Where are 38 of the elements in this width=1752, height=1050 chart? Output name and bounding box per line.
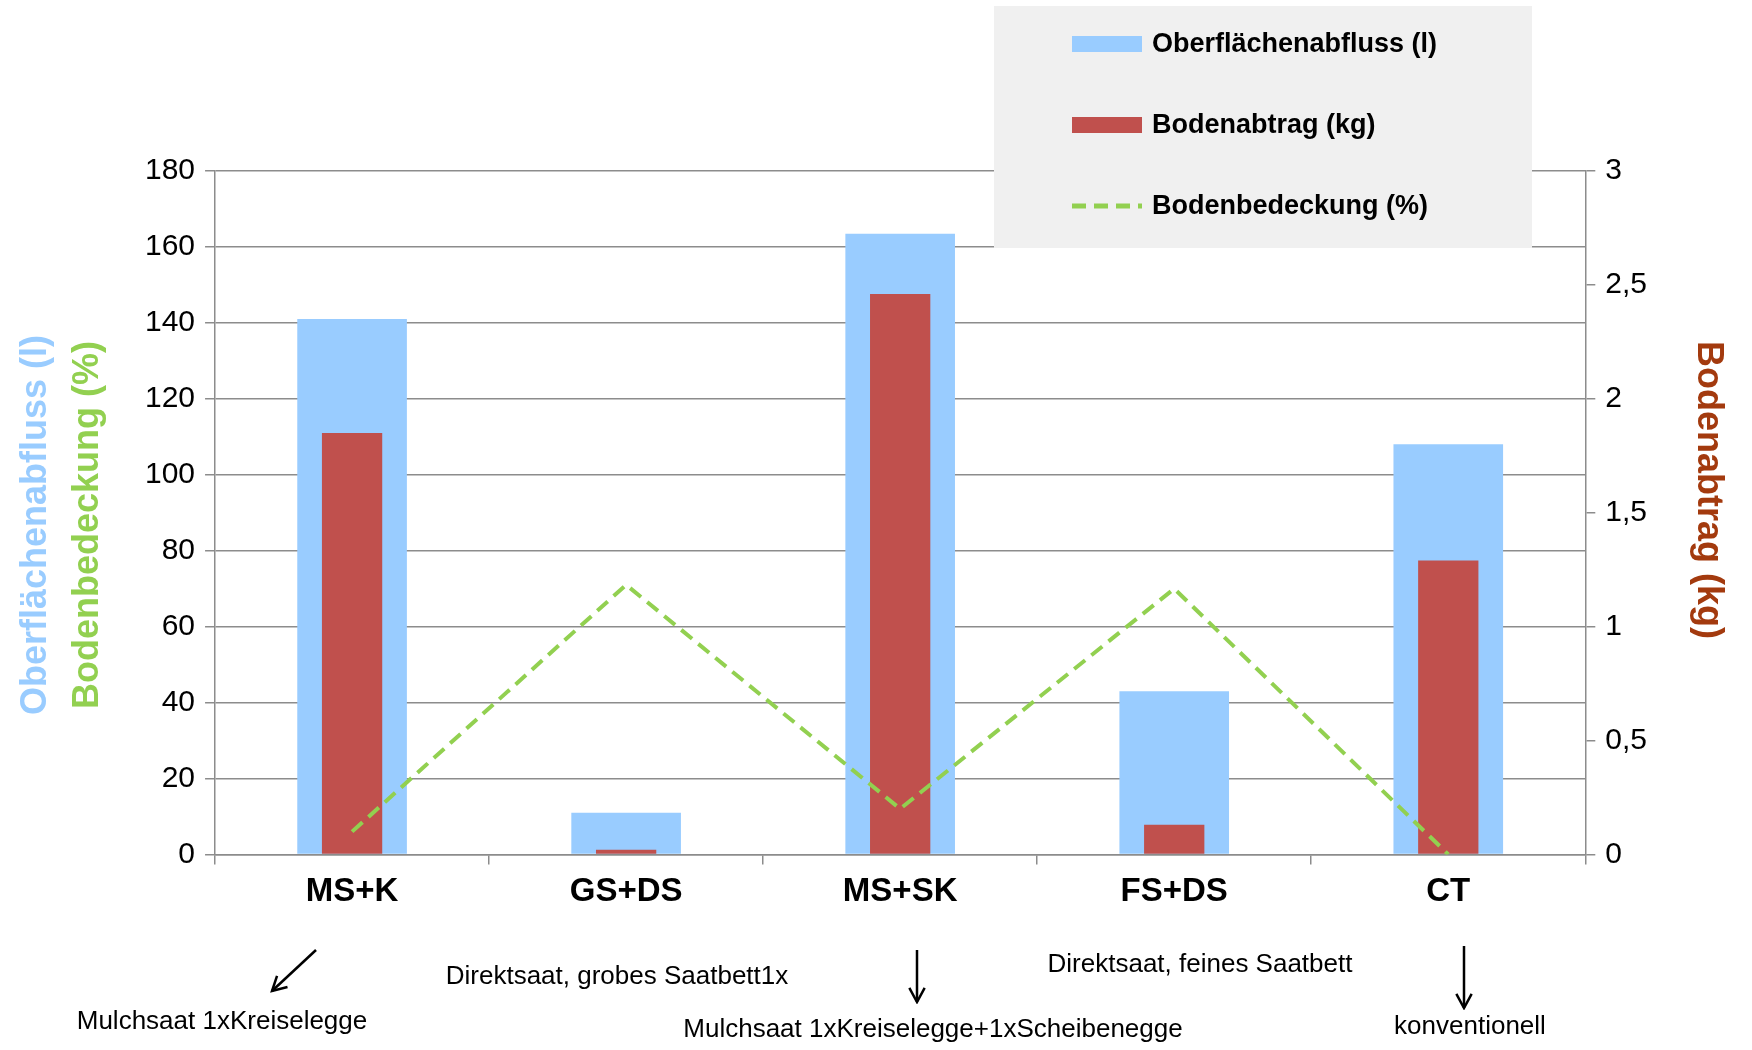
legend-label: Oberflächenabfluss (l) xyxy=(1152,28,1438,59)
bar xyxy=(571,812,681,854)
y2-tick-label: 1,5 xyxy=(1605,493,1648,527)
y2-tick-label: 1 xyxy=(1605,607,1622,641)
text: konventionell xyxy=(1394,1010,1546,1041)
y2-tick-label: 2 xyxy=(1605,380,1622,414)
y-tick-label: 140 xyxy=(144,304,196,338)
text: Mulchsaat 1xKreiselegge+1xScheibenegge xyxy=(683,1013,1183,1044)
text: Direktsaat, grobes Saatbett1x xyxy=(445,960,789,991)
y-tick-label: 80 xyxy=(161,531,196,565)
line-series xyxy=(350,582,1451,855)
x-tick-label: MS+K xyxy=(305,871,399,909)
y-tick-label: 20 xyxy=(161,759,196,793)
x-tick-label: MS+SK xyxy=(842,871,958,909)
y-tick-label: 100 xyxy=(144,456,196,489)
y-tick-label: 180 xyxy=(144,152,196,186)
bar xyxy=(1418,560,1479,854)
bar xyxy=(1119,691,1230,854)
y2-tick-label: 0 xyxy=(1605,835,1622,869)
y-tick-label: 40 xyxy=(161,683,196,717)
text: Mulchsaat 1xKreiselegge xyxy=(76,1005,368,1036)
x-tick-label: CT xyxy=(1426,871,1471,909)
y-tick-label: 160 xyxy=(144,228,196,262)
y-tick-label: 60 xyxy=(161,607,196,641)
y2-axis-title: Bodenabtrag (kg) xyxy=(1689,340,1731,640)
y-tick-label: 120 xyxy=(144,380,196,414)
y2-tick-label: 2,5 xyxy=(1605,266,1648,300)
y2-tick-label: 3 xyxy=(1605,152,1622,186)
y2-tick-label: 0,5 xyxy=(1605,721,1648,755)
text: Direktsaat, feines Saatbett xyxy=(1047,948,1353,979)
legend-label: Bodenbedeckung (%) xyxy=(1152,190,1429,221)
y-axis-title: Oberflächenabfluss (l) Bodenbedeckung (%) xyxy=(12,334,107,716)
x-tick-label: FS+DS xyxy=(1120,871,1228,909)
y-tick-label: 0 xyxy=(178,835,196,869)
legend-label: Bodenabtrag (kg) xyxy=(1152,109,1376,140)
x-tick-label: GS+DS xyxy=(569,871,683,909)
bar xyxy=(1144,824,1205,854)
bar xyxy=(595,849,657,854)
